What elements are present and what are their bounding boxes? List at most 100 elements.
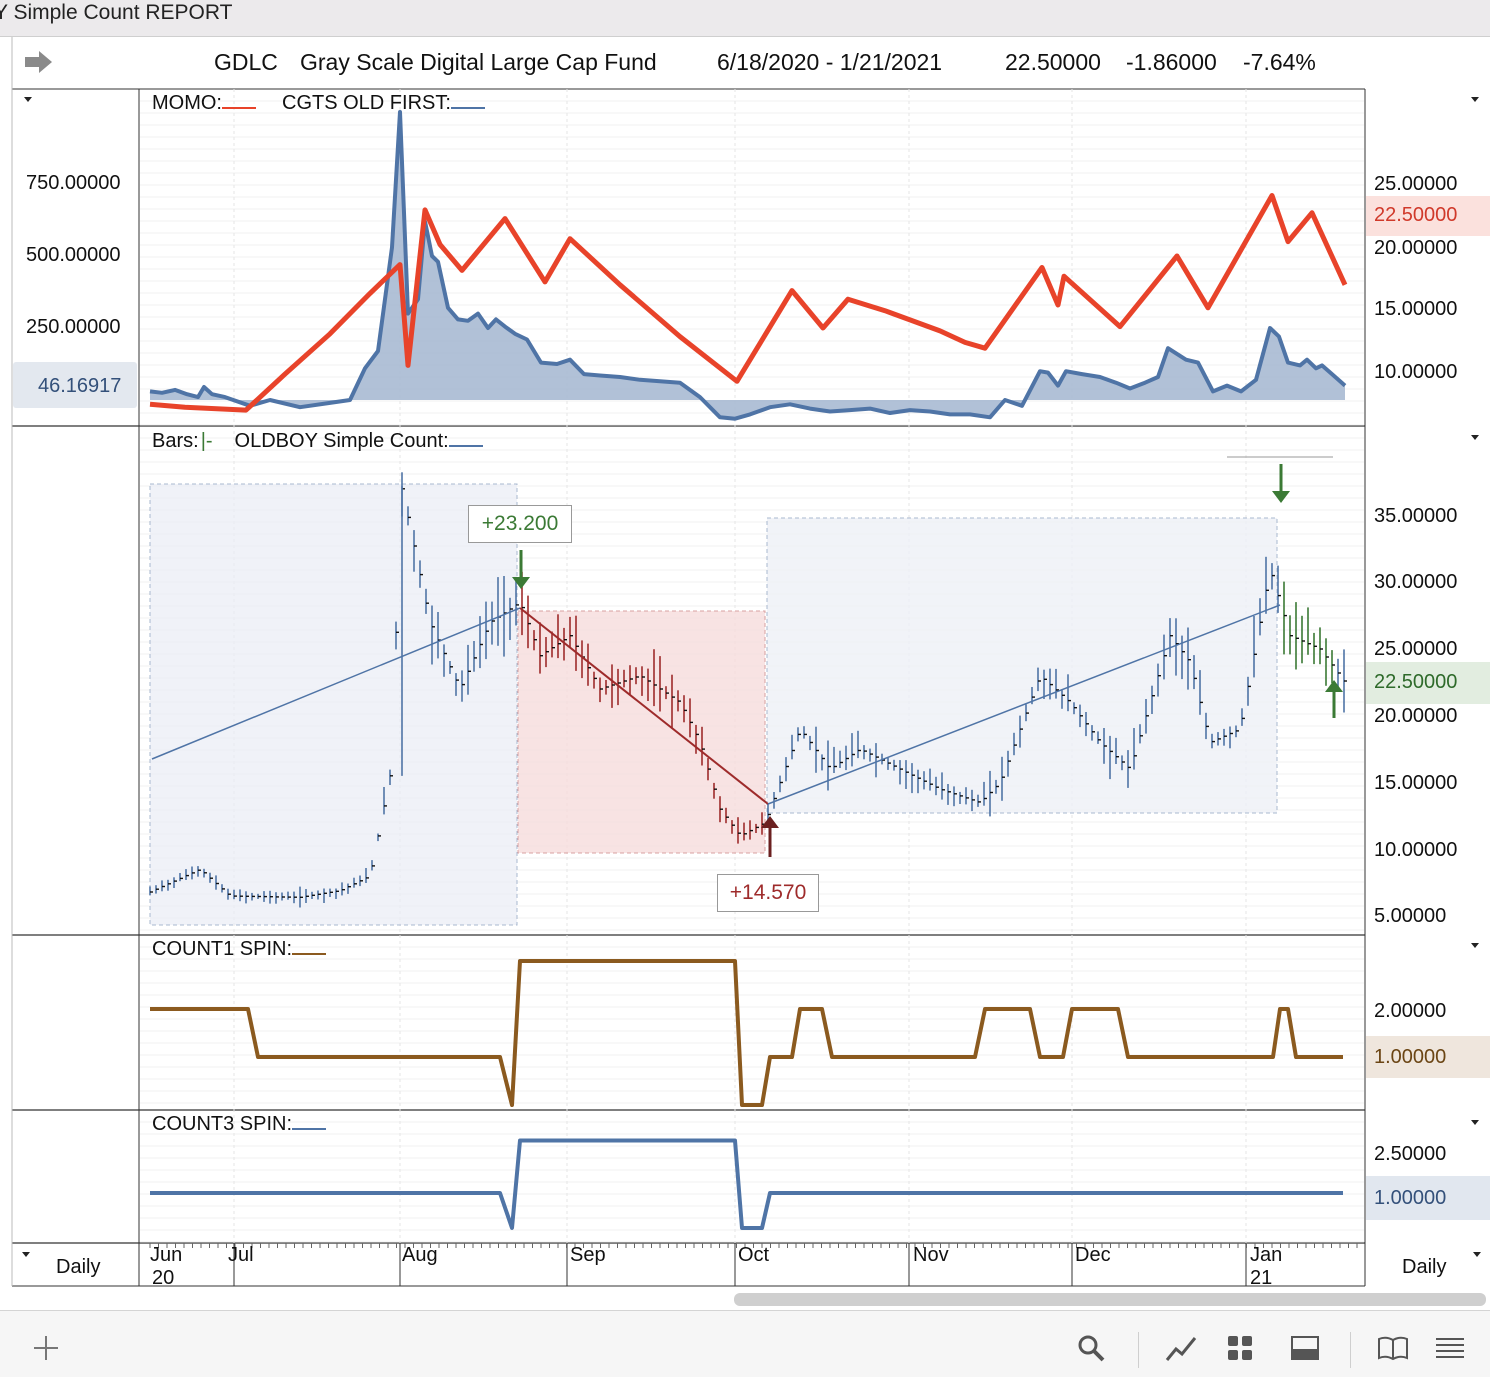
count1-legend: COUNT1 SPIN: xyxy=(152,938,327,961)
chevron-down-icon xyxy=(1473,1252,1481,1257)
bars-right-tick: 10.00000 xyxy=(1374,839,1458,861)
count-box xyxy=(149,483,518,926)
month-label: Dec xyxy=(1075,1244,1111,1266)
count1-right-tick: 2.00000 xyxy=(1374,1000,1447,1022)
bars-right-tick: 15.00000 xyxy=(1374,772,1458,794)
chevron-down-icon xyxy=(1471,1120,1479,1125)
book-icon[interactable] xyxy=(1375,1330,1411,1366)
bars-right-tick: 5.00000 xyxy=(1374,905,1447,927)
momo-legend-swatch xyxy=(222,107,256,109)
price-change-percent: -7.64% xyxy=(1243,49,1316,75)
month-label: Jan xyxy=(1250,1244,1283,1266)
momo-left-tick: 500.00000 xyxy=(26,244,121,266)
chevron-down-icon xyxy=(1471,943,1479,948)
menu-icon[interactable] xyxy=(1432,1330,1468,1366)
chevron-down-icon xyxy=(22,1252,30,1257)
oldboy-label: OLDBOY Simple Count: xyxy=(234,430,449,452)
period-selector-right[interactable]: Daily xyxy=(1402,1256,1447,1278)
bars-right-tick: 25.00000 xyxy=(1374,638,1458,660)
cgts-legend-swatch xyxy=(450,107,485,109)
chart-area xyxy=(11,37,1481,1287)
chevron-down-icon xyxy=(24,97,32,102)
count3-right-badge: 1.00000 xyxy=(1374,1187,1447,1209)
bottom-toolbar xyxy=(0,1310,1490,1377)
momo-right-tick: 20.00000 xyxy=(1374,237,1458,259)
panel-icon[interactable] xyxy=(1287,1330,1323,1366)
toolbar-separator xyxy=(1138,1332,1139,1368)
momo-line xyxy=(149,193,1348,413)
bars-right-tick: 35.00000 xyxy=(1374,505,1458,527)
momo-right-tick: 15.00000 xyxy=(1374,298,1458,320)
bars-legend: Bars: |- OLDBOY Simple Count: xyxy=(152,430,483,453)
count-box xyxy=(766,517,1278,814)
plus-icon[interactable] xyxy=(28,1330,64,1366)
momo-left-tick: 250.00000 xyxy=(26,316,121,338)
momo-left-badge: 46.16917 xyxy=(38,375,122,397)
oldboy-legend-swatch xyxy=(448,445,483,447)
momo-right-badge-bg xyxy=(1366,196,1490,236)
count1-line xyxy=(150,959,1343,1107)
window-titlebar xyxy=(0,0,1490,37)
count3-right-badge-bg xyxy=(1366,1176,1490,1220)
momo-left-tick: 750.00000 xyxy=(26,172,121,194)
symbol-header xyxy=(12,37,1490,89)
signal-arrow-head xyxy=(1272,491,1290,503)
right-arrow-icon[interactable] xyxy=(22,48,54,76)
momo-right-tick: 25.00000 xyxy=(1374,173,1458,195)
year-label: 20 xyxy=(152,1267,175,1289)
signal-arrow-head xyxy=(512,577,530,589)
count3-right-tick: 2.50000 xyxy=(1374,1143,1447,1165)
month-label: Oct xyxy=(738,1244,770,1266)
trend-line xyxy=(151,607,521,760)
signal-arrow-head xyxy=(761,816,779,828)
count-box-down xyxy=(517,610,766,854)
count1-legend-swatch xyxy=(292,953,327,955)
month-label: Jul xyxy=(228,1244,254,1266)
bars-right-badge: 22.50000 xyxy=(1374,671,1458,693)
search-icon[interactable] xyxy=(1073,1330,1109,1366)
price-change: -1.86000 xyxy=(1126,49,1217,75)
chevron-down-icon xyxy=(1471,97,1479,102)
cgts-label: CGTS OLD FIRST: xyxy=(282,92,451,114)
bars-legend-swatch: |- xyxy=(200,430,213,452)
chevron-down-icon xyxy=(1471,435,1479,440)
momo-label: MOMO: xyxy=(152,92,222,114)
month-label: Jun xyxy=(150,1244,183,1266)
bars-label: Bars: xyxy=(152,430,199,452)
date-range: 6/18/2020 - 1/21/2021 xyxy=(717,49,943,75)
count3-line xyxy=(150,1138,1343,1230)
period-selector-left[interactable]: Daily xyxy=(56,1256,101,1278)
momo-right-badge: 22.50000 xyxy=(1374,204,1458,226)
month-label: Sep xyxy=(570,1244,606,1266)
trend-line xyxy=(767,604,1281,805)
momo-legend: MOMO: CGTS OLD FIRST: xyxy=(152,92,485,115)
month-label: Aug xyxy=(402,1244,438,1266)
last-price: 22.50000 xyxy=(1005,49,1101,75)
cgts-area xyxy=(150,112,1345,419)
bars-right-tick: 30.00000 xyxy=(1374,571,1458,593)
grid-icon[interactable] xyxy=(1222,1330,1258,1366)
count3-label: COUNT3 SPIN: xyxy=(152,1113,293,1135)
year-label: 21 xyxy=(1250,1267,1273,1289)
month-label: Nov xyxy=(913,1244,949,1266)
fund-name: Gray Scale Digital Large Cap Fund xyxy=(300,49,657,75)
loss-label: +14.570 xyxy=(717,874,819,912)
horizontal-scrollbar[interactable] xyxy=(734,1293,1486,1306)
symbol-label: GDLC xyxy=(214,49,278,75)
gain-label: +23.200 xyxy=(468,505,572,543)
momo-left-badge-bg xyxy=(13,362,137,408)
count1-right-badge-bg xyxy=(1366,1036,1490,1078)
count1-right-badge: 1.00000 xyxy=(1374,1046,1447,1068)
count3-legend-swatch xyxy=(292,1128,327,1130)
count3-legend: COUNT3 SPIN: xyxy=(152,1113,327,1136)
line-chart-icon[interactable] xyxy=(1163,1330,1199,1366)
bars-right-badge-bg xyxy=(1366,662,1490,704)
momo-right-tick: 10.00000 xyxy=(1374,361,1458,383)
trend-line-down xyxy=(519,607,769,805)
bars-right-tick: 20.00000 xyxy=(1374,705,1458,727)
cgts-line xyxy=(149,110,1347,421)
toolbar-separator xyxy=(1350,1332,1351,1368)
signal-arrow-head xyxy=(1325,680,1343,692)
window-title: Y Simple Count REPORT xyxy=(0,1,233,24)
count1-label: COUNT1 SPIN: xyxy=(152,938,293,960)
